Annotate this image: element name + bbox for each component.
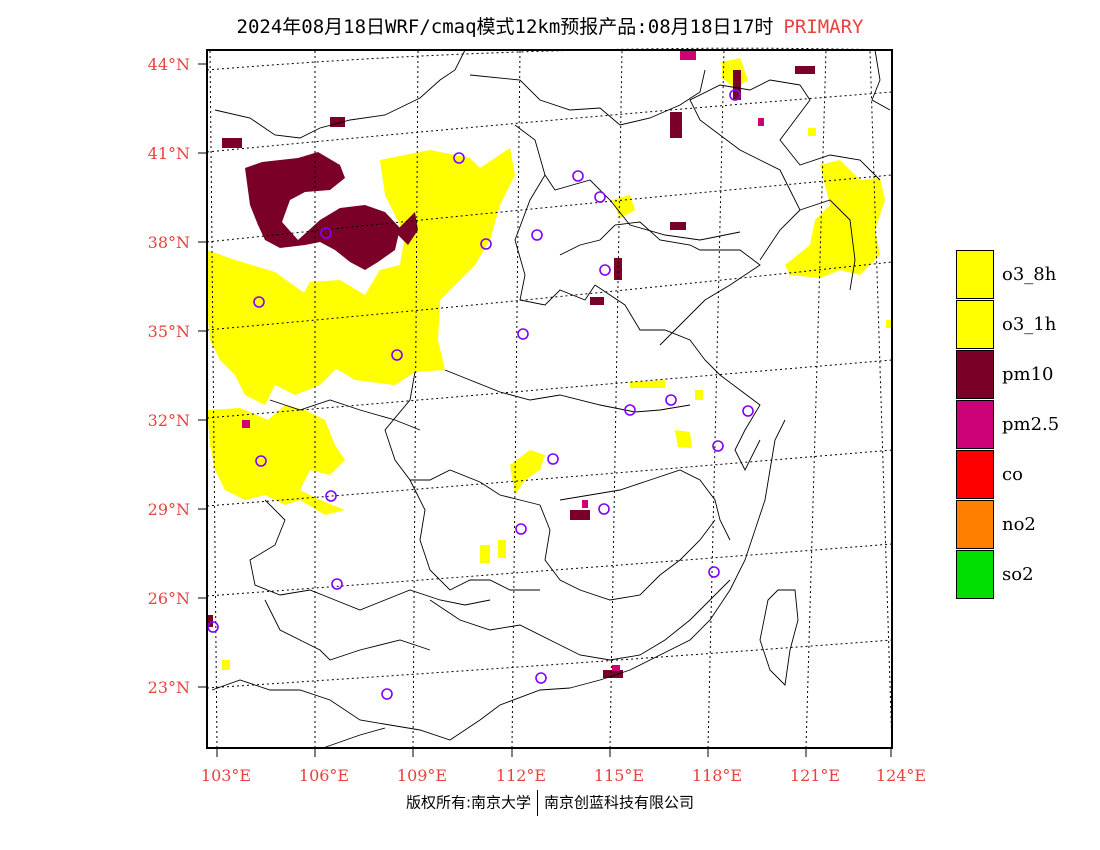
station-markers bbox=[207, 89, 754, 700]
legend-item-co: co bbox=[956, 450, 1096, 500]
legend-swatch bbox=[956, 500, 994, 549]
o3-region-zhejiang bbox=[675, 430, 692, 448]
lon-label: 118°E bbox=[691, 766, 743, 785]
legend-swatch bbox=[956, 450, 994, 499]
legend-item-pm25: pm2.5 bbox=[956, 400, 1096, 450]
pm25-patch bbox=[612, 665, 620, 671]
pm10-patch bbox=[222, 138, 242, 148]
pm10-region-inner-mongolia bbox=[245, 152, 400, 270]
map-border bbox=[206, 49, 893, 749]
legend: o3_8h o3_1h pm10 pm2.5 co no2 so2 bbox=[956, 250, 1096, 600]
o3-region-sichuan bbox=[207, 405, 345, 515]
lat-label: 32°N bbox=[147, 411, 190, 430]
pm10-patch bbox=[207, 615, 213, 627]
o3-region-north bbox=[300, 148, 515, 385]
title-text: 2024年08月18日WRF/cmaq模式12km预报产品:08月18日17时 bbox=[236, 16, 774, 38]
pm25-patch bbox=[680, 50, 696, 60]
lon-label: 115°E bbox=[593, 766, 645, 785]
lat-label: 41°N bbox=[147, 144, 190, 163]
lon-label: 106°E bbox=[298, 766, 350, 785]
lat-label: 29°N bbox=[147, 500, 190, 519]
legend-swatch bbox=[956, 300, 994, 349]
o3-patch bbox=[808, 128, 816, 136]
pm25-patch bbox=[758, 118, 764, 126]
lon-label: 121°E bbox=[789, 766, 841, 785]
o3-patch bbox=[695, 390, 703, 400]
legend-item-no2: no2 bbox=[956, 500, 1096, 550]
legend-item-pm10: pm10 bbox=[956, 350, 1096, 400]
pm10-patch bbox=[670, 222, 686, 230]
legend-swatch bbox=[956, 350, 994, 399]
copyright-footer: 版权所有:南京大学 南京创蓝科技有限公司 bbox=[0, 790, 1100, 816]
map-title: 2024年08月18日WRF/cmaq模式12km预报产品:08月18日17时 P… bbox=[0, 12, 1100, 39]
lon-label: 103°E bbox=[200, 766, 252, 785]
legend-item-so2: so2 bbox=[956, 550, 1096, 600]
footer-divider bbox=[537, 790, 539, 816]
pm10-region-hebei bbox=[395, 212, 418, 245]
o3-region-hubei bbox=[510, 450, 545, 495]
pm10-patch bbox=[670, 112, 682, 138]
o3-region-jiangsu bbox=[630, 380, 665, 388]
lon-label: 112°E bbox=[495, 766, 547, 785]
lat-label: 26°N bbox=[147, 589, 190, 608]
legend-item-o3-1h: o3_1h bbox=[956, 300, 1096, 350]
legend-label: pm2.5 bbox=[1002, 414, 1060, 435]
o3-patch bbox=[886, 320, 892, 328]
copyright-right: 南京创蓝科技有限公司 bbox=[544, 793, 695, 812]
pm10-patch bbox=[733, 70, 741, 100]
pm10-patch bbox=[603, 670, 623, 678]
legend-label: pm10 bbox=[1002, 364, 1054, 385]
legend-label: no2 bbox=[1002, 514, 1036, 535]
lon-label: 109°E bbox=[396, 766, 448, 785]
pm10-patch bbox=[614, 258, 622, 280]
pollution-layer bbox=[207, 50, 892, 678]
o3-patch bbox=[480, 545, 490, 563]
lat-label: 23°N bbox=[147, 678, 190, 697]
pm10-patch bbox=[330, 117, 345, 127]
legend-swatch bbox=[956, 550, 994, 599]
pm10-patch bbox=[590, 297, 604, 305]
pm10-patch bbox=[795, 66, 815, 74]
o3-region-korea bbox=[785, 160, 885, 278]
lat-label: 38°N bbox=[147, 233, 190, 252]
o3-region-shandong bbox=[612, 195, 635, 218]
lon-label: 124°E bbox=[875, 766, 927, 785]
copyright-left: 版权所有:南京大学 bbox=[405, 793, 532, 812]
pm10-patch bbox=[570, 510, 590, 520]
title-tag: PRIMARY bbox=[783, 16, 864, 38]
lat-label: 35°N bbox=[147, 322, 190, 341]
boundary-lines bbox=[211, 49, 891, 749]
legend-swatch bbox=[956, 250, 994, 299]
legend-label: so2 bbox=[1002, 564, 1034, 585]
grid-lines bbox=[206, 47, 893, 749]
legend-label: o3_8h bbox=[1002, 264, 1057, 285]
o3-patch bbox=[498, 540, 506, 558]
legend-item-o3-8h: o3_8h bbox=[956, 250, 1096, 300]
lat-label: 44°N bbox=[147, 55, 190, 74]
o3-region-west bbox=[207, 250, 345, 405]
legend-label: co bbox=[1002, 464, 1023, 485]
legend-swatch bbox=[956, 400, 994, 449]
legend-label: o3_1h bbox=[1002, 314, 1057, 335]
pm25-patch bbox=[242, 420, 250, 428]
tick-marks bbox=[198, 63, 892, 757]
pm25-patch bbox=[582, 500, 588, 508]
o3-patch bbox=[222, 660, 230, 670]
